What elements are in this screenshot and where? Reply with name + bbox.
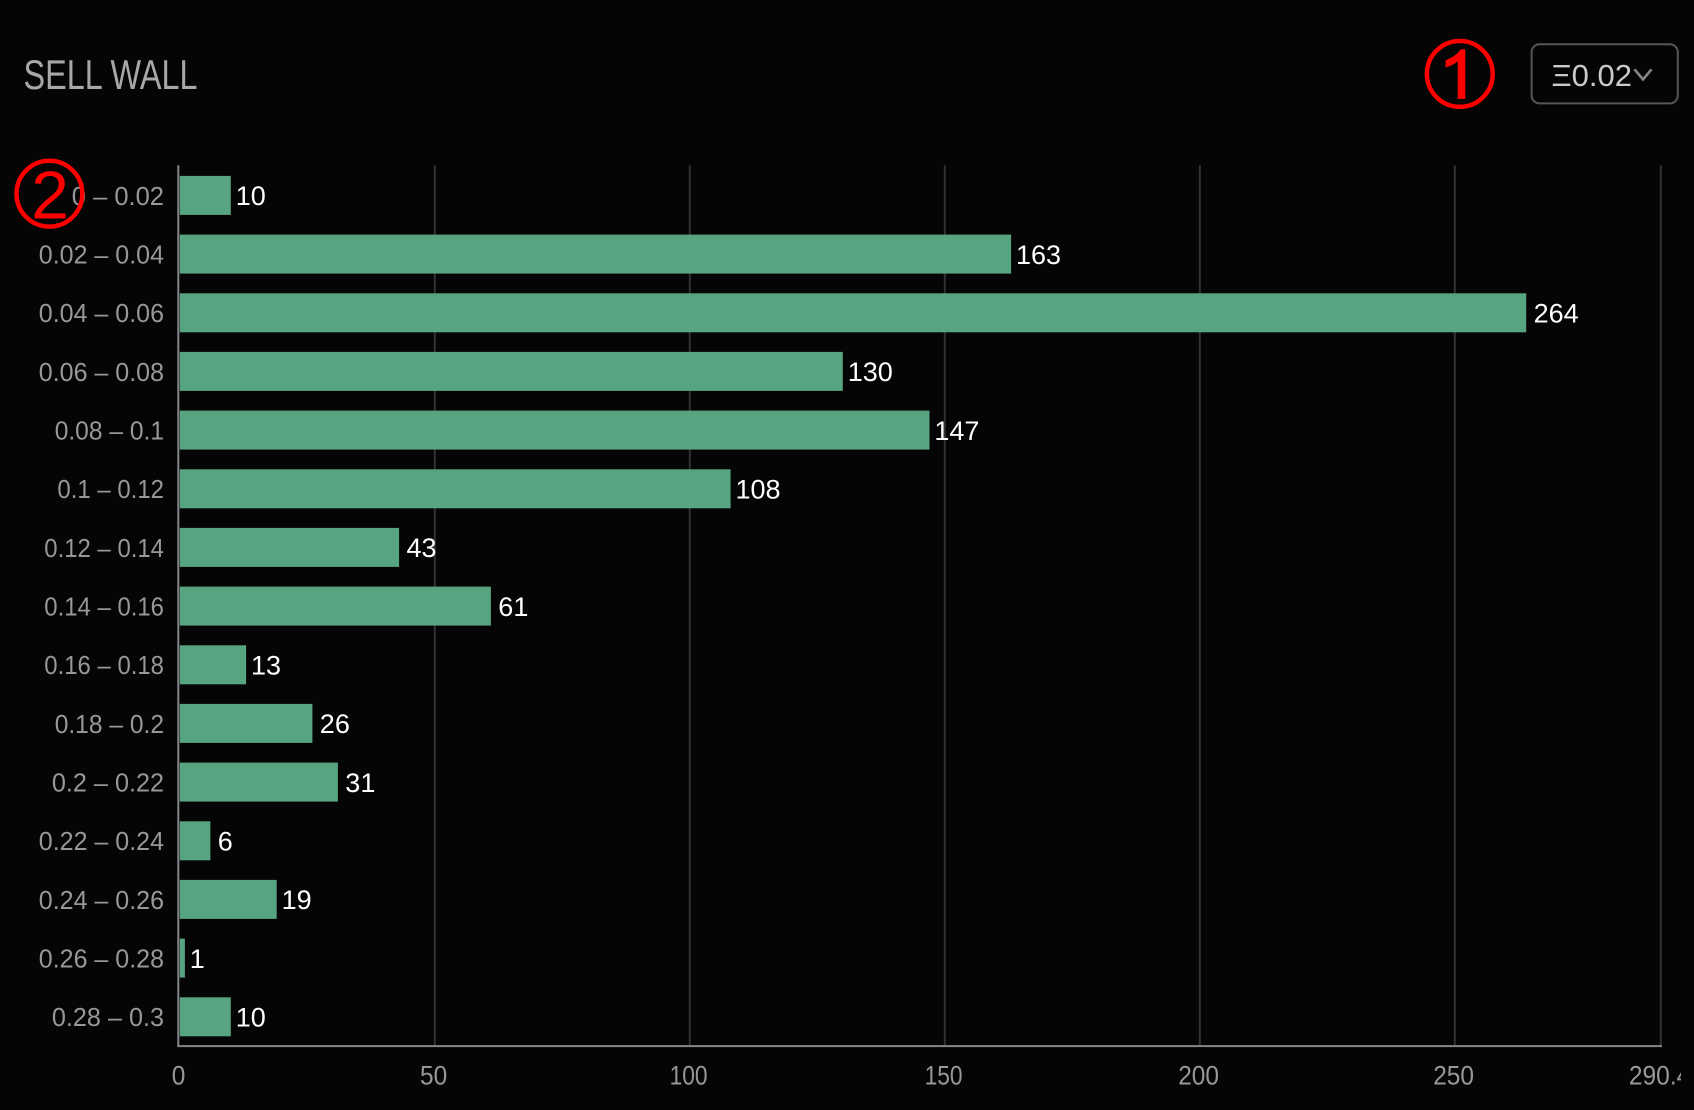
- svg-text:0.04 – 0.06: 0.04 – 0.06: [39, 298, 164, 328]
- svg-text:108: 108: [736, 475, 781, 505]
- svg-text:290.4: 290.4: [1629, 1061, 1691, 1091]
- svg-text:0.12 – 0.14: 0.12 – 0.14: [44, 533, 164, 563]
- svg-text:0.28 – 0.3: 0.28 – 0.3: [52, 1002, 164, 1032]
- svg-text:150: 150: [925, 1061, 963, 1091]
- svg-text:0.24 – 0.26: 0.24 – 0.26: [39, 885, 164, 915]
- svg-text:43: 43: [407, 533, 437, 563]
- svg-text:264: 264: [1534, 299, 1579, 329]
- svg-text:0.08 – 0.1: 0.08 – 0.1: [55, 416, 164, 446]
- svg-text:SELL WALL: SELL WALL: [24, 51, 198, 98]
- svg-text:0: 0: [172, 1061, 186, 1091]
- svg-text:0.26 – 0.28: 0.26 – 0.28: [39, 944, 164, 974]
- svg-text:147: 147: [934, 416, 979, 446]
- svg-text:10: 10: [236, 1003, 266, 1033]
- svg-text:50: 50: [420, 1061, 447, 1091]
- svg-text:0.06 – 0.08: 0.06 – 0.08: [39, 357, 164, 387]
- svg-text:0.22 – 0.24: 0.22 – 0.24: [39, 826, 164, 856]
- svg-text:0.14 – 0.16: 0.14 – 0.16: [44, 592, 164, 622]
- svg-text:130: 130: [848, 357, 893, 387]
- svg-text:10: 10: [236, 181, 266, 211]
- svg-text:0.1 – 0.12: 0.1 – 0.12: [57, 474, 164, 504]
- svg-text:250: 250: [1433, 1061, 1474, 1091]
- svg-text:200: 200: [1178, 1061, 1219, 1091]
- svg-text:13: 13: [251, 651, 281, 681]
- svg-text:2: 2: [31, 158, 69, 234]
- svg-text:19: 19: [282, 885, 312, 915]
- svg-text:26: 26: [320, 709, 350, 739]
- svg-text:61: 61: [498, 592, 528, 622]
- svg-text:100: 100: [670, 1061, 708, 1091]
- svg-text:Ξ0.02: Ξ0.02: [1552, 58, 1632, 93]
- svg-text:0.02 – 0.04: 0.02 – 0.04: [39, 240, 164, 270]
- svg-text:31: 31: [345, 768, 375, 798]
- svg-text:0.2 – 0.22: 0.2 – 0.22: [52, 768, 164, 798]
- svg-text:1: 1: [190, 944, 205, 974]
- svg-text:0.16 – 0.18: 0.16 – 0.18: [44, 650, 164, 680]
- svg-text:163: 163: [1016, 240, 1061, 270]
- svg-text:6: 6: [218, 827, 233, 857]
- svg-text:0 – 0.02: 0 – 0.02: [72, 181, 164, 211]
- svg-text:0.18 – 0.2: 0.18 – 0.2: [55, 709, 164, 739]
